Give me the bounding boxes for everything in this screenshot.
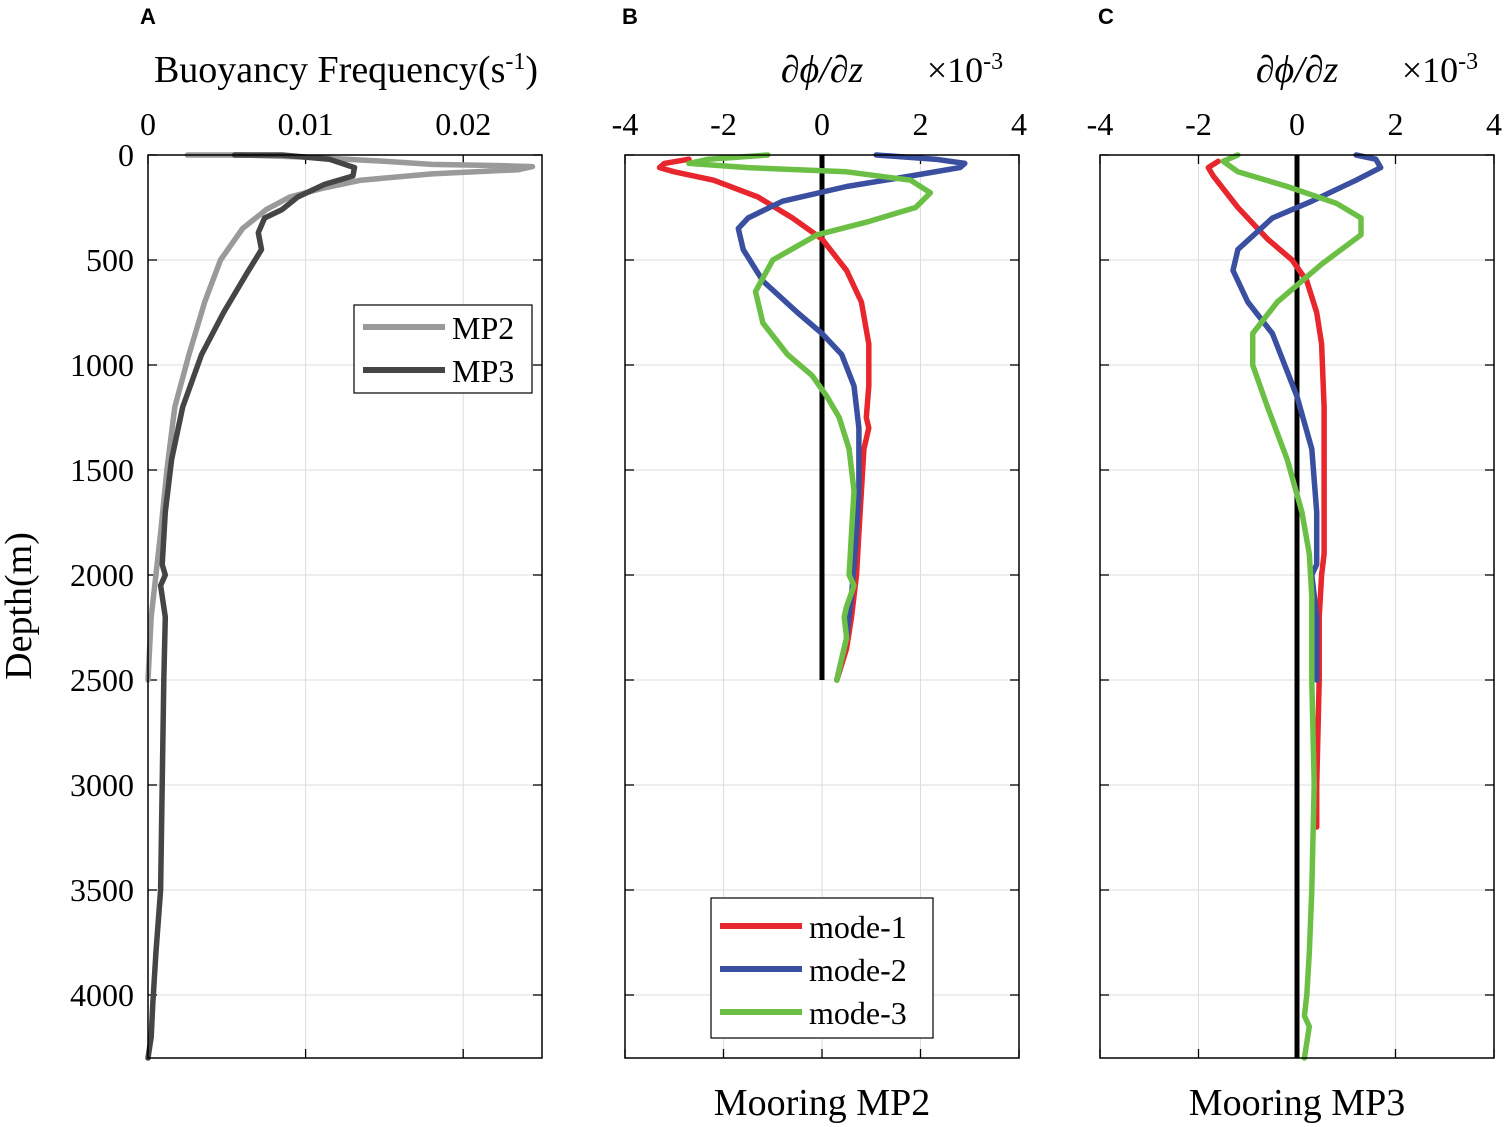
xtick-label: -4 bbox=[1087, 106, 1114, 142]
series-line-mode-1 bbox=[656, 156, 872, 683]
panel-a-legend-box bbox=[353, 304, 533, 394]
panel-a: A Buoyancy Frequency(s-1) Depth(m) 0 0.01… bbox=[0, 4, 543, 1061]
xtick-label: -2 bbox=[710, 106, 737, 142]
panel-b-series bbox=[656, 152, 968, 683]
panel-c-axis-title: ∂ϕ/∂z bbox=[1256, 49, 1339, 91]
panel-a-series bbox=[145, 152, 536, 1061]
series-line-mode-3 bbox=[1220, 152, 1364, 1061]
ytick-label: 2500 bbox=[70, 662, 134, 698]
xtick-label: -2 bbox=[1185, 106, 1212, 142]
legend-mode3-label: mode-3 bbox=[809, 995, 907, 1031]
ytick-label: 3500 bbox=[70, 872, 134, 908]
ytick-label: 2000 bbox=[70, 557, 134, 593]
ytick-label: 1000 bbox=[70, 347, 134, 383]
panel-a-title: Buoyancy Frequency(s-1) bbox=[154, 49, 538, 91]
xtick-label: 0 bbox=[140, 106, 156, 142]
panel-c-exponent: ×10-3 bbox=[1402, 49, 1478, 90]
xtick-label: 4 bbox=[1011, 106, 1027, 142]
legend-mode2-label: mode-2 bbox=[809, 952, 907, 988]
ytick-label: 500 bbox=[86, 242, 134, 278]
panel-b-caption: Mooring MP2 bbox=[714, 1082, 930, 1124]
xtick-label: 0.02 bbox=[435, 106, 491, 142]
legend-mode1-label: mode-1 bbox=[809, 909, 907, 945]
xtick-label: 0.01 bbox=[278, 106, 334, 142]
panel-b-exponent: ×10-3 bbox=[927, 49, 1003, 90]
xtick-label: 2 bbox=[1388, 106, 1404, 142]
legend-mp3-label: MP3 bbox=[452, 353, 514, 389]
panel-b-axis-title: ∂ϕ/∂z bbox=[781, 49, 864, 91]
panel-c-xtick-labels: -4 -2 0 2 4 bbox=[1087, 106, 1502, 142]
xtick-label: 2 bbox=[913, 106, 929, 142]
ytick-label: 0 bbox=[118, 137, 134, 173]
panel-letter-b: B bbox=[622, 4, 638, 29]
panel-c: C ∂ϕ/∂z ×10-3 -4 -2 0 2 4 Mooring MP3 bbox=[1087, 4, 1502, 1124]
series-line-mode-3 bbox=[686, 152, 934, 683]
series-line-mode-2 bbox=[735, 152, 968, 683]
xtick-label: 4 bbox=[1486, 106, 1502, 142]
panel-c-series bbox=[1205, 152, 1384, 1061]
panel-a-frame bbox=[147, 154, 543, 1059]
panel-letter-c: C bbox=[1098, 4, 1114, 29]
panel-a-legend: MP2 MP3 bbox=[353, 304, 533, 394]
xtick-label: -4 bbox=[612, 106, 639, 142]
series-line-mode-1 bbox=[1205, 158, 1327, 830]
panel-a-xtick-labels: 0 0.01 0.02 bbox=[140, 106, 491, 142]
panel-b-xtick-labels: -4 -2 0 2 4 bbox=[612, 106, 1027, 142]
ytick-label: 3000 bbox=[70, 767, 134, 803]
legend-mp2-label: MP2 bbox=[452, 310, 514, 346]
ytick-label: 1500 bbox=[70, 452, 134, 488]
panel-c-frame bbox=[1099, 154, 1495, 1059]
panel-b: B ∂ϕ/∂z ×10-3 -4 -2 0 2 4 Mooring MP2 mode-1… bbox=[612, 4, 1027, 1124]
xtick-label: 0 bbox=[1289, 106, 1305, 142]
xtick-label: 0 bbox=[814, 106, 830, 142]
series-line-mode-2 bbox=[1230, 152, 1384, 683]
series-line-mp2 bbox=[145, 152, 536, 683]
panel-a-ytick-labels: 0 500 1000 1500 2000 2500 3000 3500 4000 bbox=[70, 137, 134, 1013]
ytick-label: 4000 bbox=[70, 977, 134, 1013]
panel-a-ylabel: Depth(m) bbox=[0, 532, 40, 680]
panel-letter-a: A bbox=[140, 4, 156, 29]
series-line-mp3 bbox=[145, 152, 358, 1061]
panel-b-frame bbox=[624, 154, 1020, 1059]
panel-c-caption: Mooring MP3 bbox=[1189, 1082, 1405, 1124]
panel-b-legend: mode-1 mode-2 mode-3 bbox=[710, 897, 934, 1039]
